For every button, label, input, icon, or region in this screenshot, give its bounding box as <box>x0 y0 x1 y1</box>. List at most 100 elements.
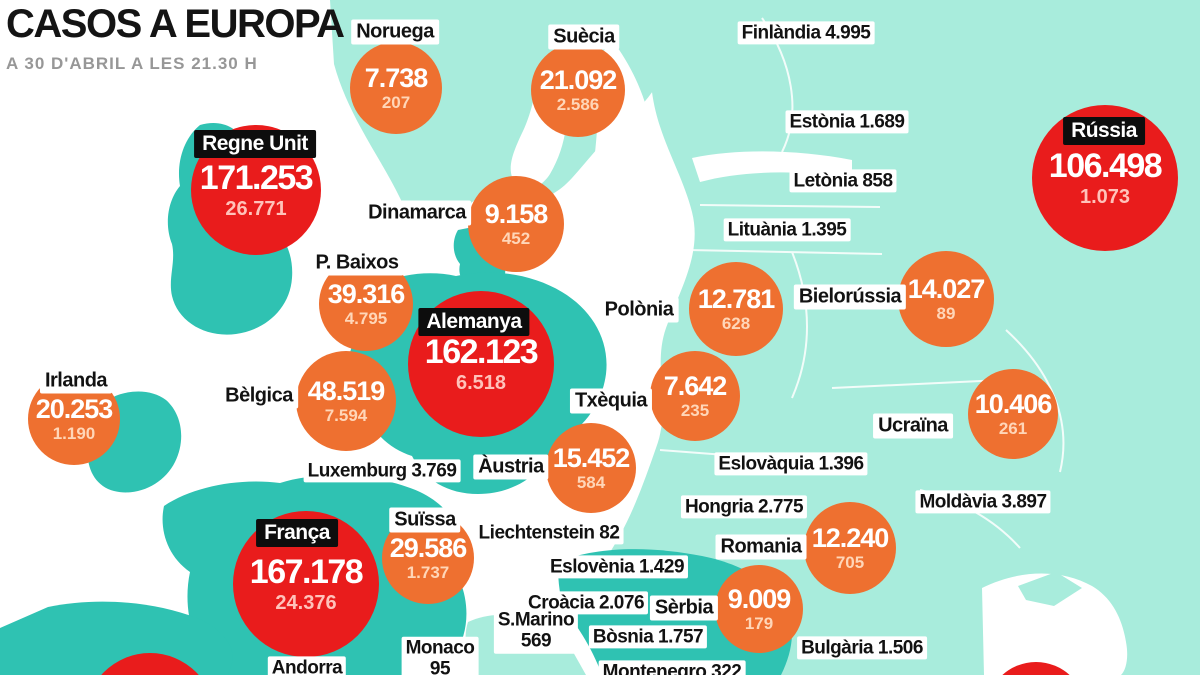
page-subtitle: A 30 D'ABRIL A LES 21.30 H <box>6 54 258 73</box>
country-text-line: Moldàvia 3.897 <box>919 491 1047 513</box>
country-text-s-marino: S.Marino 569 <box>493 608 579 654</box>
country-text-line: S.Marino <box>497 609 575 631</box>
country-text-line: Finlàndia 4.995 <box>741 22 871 44</box>
cases-value: 7.738 <box>364 62 429 93</box>
sea-gulf-of-finland <box>692 151 852 182</box>
deaths-value: 261 <box>998 419 1028 439</box>
country-text-line: Bòsnia 1.757 <box>592 626 704 648</box>
cases-value: 29.586 <box>389 532 468 563</box>
country-label-franca: França <box>256 519 338 547</box>
country-text-line: Luxemburg 3.769 <box>307 460 457 482</box>
partial-red-right <box>986 662 1086 675</box>
country-label-russia: Rússia <box>1063 117 1145 145</box>
country-text-line: Croàcia 2.076 <box>527 592 645 614</box>
page-title: CASOS A EUROPA <box>6 2 345 46</box>
country-label-polonia: Polònia <box>599 297 679 323</box>
country-text-eslovenia: Eslovènia 1.429 <box>545 555 689 579</box>
country-label-irlanda: Irlanda <box>39 368 113 394</box>
country-label-regne-unit: Regne Unit <box>194 130 316 158</box>
cases-value: 39.316 <box>327 278 406 309</box>
country-circle-ucraina: 10.406 261 <box>968 369 1058 459</box>
country-text-bulgaria: Bulgària 1.506 <box>797 636 927 660</box>
landmass-crimea <box>1018 572 1082 606</box>
country-label-suissa: Suïssa <box>389 507 461 533</box>
deaths-value: 2.586 <box>556 95 600 115</box>
cases-value: 9.158 <box>484 198 549 229</box>
deaths-value: 235 <box>680 401 710 421</box>
country-text-line: Montenegro 322 <box>602 661 742 675</box>
country-text-montenegro: Montenegro 322 <box>598 660 746 675</box>
country-label-ucraina: Ucraïna <box>873 413 953 439</box>
country-text-line: Letònia 858 <box>793 170 893 192</box>
cases-value: 12.240 <box>811 522 890 553</box>
country-text-finlandia: Finlàndia 4.995 <box>737 21 875 45</box>
country-text-bosnia: Bòsnia 1.757 <box>588 625 708 649</box>
country-text-line: Lituània 1.395 <box>727 219 847 241</box>
country-text-line: 569 <box>520 631 552 652</box>
country-text-liechtenstein: Liechtenstein 82 <box>474 521 624 545</box>
cases-value: 10.406 <box>974 388 1053 419</box>
country-text-luxemburg: Luxemburg 3.769 <box>303 459 461 483</box>
cases-value: 20.253 <box>35 393 114 424</box>
country-label-dinamarca: Dinamarca <box>363 200 471 226</box>
deaths-value: 179 <box>744 614 774 634</box>
deaths-value: 24.376 <box>275 591 337 614</box>
country-label-suecia: Suècia <box>548 24 620 50</box>
country-text-eslovaquia: Eslovàquia 1.396 <box>714 452 868 476</box>
country-label-txequia: Txèquia <box>569 388 653 414</box>
country-text-line: Monaco <box>405 637 475 659</box>
cases-value: 106.498 <box>1048 146 1163 185</box>
deaths-value: 584 <box>576 473 606 493</box>
country-text-line: Liechtenstein 82 <box>478 522 620 544</box>
deaths-value: 7.594 <box>324 406 368 426</box>
country-label-p-baixos: P. Baixos <box>310 250 404 276</box>
country-circle-suecia: 21.092 2.586 <box>531 43 625 137</box>
deaths-value: 1.737 <box>406 563 450 583</box>
country-label-romania: Romania <box>715 534 807 560</box>
country-text-andorra: Andorra <box>267 656 347 675</box>
country-text-letonia: Letònia 858 <box>789 169 897 193</box>
country-circle-austria: 15.452 584 <box>546 423 636 513</box>
country-text-line: Eslovàquia 1.396 <box>718 453 864 475</box>
country-label-noruega: Noruega <box>351 19 439 45</box>
deaths-value: 1.073 <box>1079 185 1131 208</box>
cases-value: 14.027 <box>907 273 986 304</box>
deaths-value: 89 <box>936 304 956 324</box>
country-label-bielorussia: Bielorússia <box>793 284 907 310</box>
cases-value: 21.092 <box>539 64 618 95</box>
sea-black-sea <box>982 573 1128 675</box>
country-circle-polonia: 12.781 628 <box>689 262 783 356</box>
country-text-hongria: Hongria 2.775 <box>680 495 808 519</box>
country-circle-noruega: 7.738 207 <box>350 42 442 134</box>
country-text-moldavia: Moldàvia 3.897 <box>915 490 1051 514</box>
country-text-line: Andorra <box>271 657 343 675</box>
cases-value: 12.781 <box>697 283 776 314</box>
deaths-value: 6.518 <box>455 371 507 394</box>
cases-value: 7.642 <box>663 370 728 401</box>
landmass-iberia <box>0 601 233 675</box>
cases-value: 167.178 <box>249 552 364 591</box>
cases-value: 162.123 <box>424 332 539 371</box>
country-text-line: 95 <box>429 659 451 675</box>
country-circle-txequia: 7.642 235 <box>650 351 740 441</box>
deaths-value: 628 <box>721 314 751 334</box>
partial-red-left <box>85 653 215 675</box>
deaths-value: 207 <box>381 93 411 113</box>
country-circle-belgica: 48.519 7.594 <box>296 351 396 451</box>
deaths-value: 705 <box>835 553 865 573</box>
deaths-value: 26.771 <box>225 197 287 220</box>
country-text-line: Hongria 2.775 <box>684 496 804 518</box>
country-label-serbia: Sèrbia <box>649 595 719 621</box>
country-text-lituania: Lituània 1.395 <box>723 218 851 242</box>
country-text-line: Bulgària 1.506 <box>801 637 923 659</box>
header: CASOS A EUROPA A 30 D'ABRIL A LES 21.30 … <box>6 2 345 74</box>
deaths-value: 4.795 <box>344 309 388 329</box>
country-text-estonia: Estònia 1.689 <box>785 110 909 134</box>
country-label-alemanya: Alemanya <box>418 308 530 336</box>
deaths-value: 452 <box>501 229 531 249</box>
country-label-austria: Àustria <box>473 454 549 480</box>
country-text-line: Estònia 1.689 <box>789 111 905 133</box>
cases-value: 15.452 <box>552 442 631 473</box>
